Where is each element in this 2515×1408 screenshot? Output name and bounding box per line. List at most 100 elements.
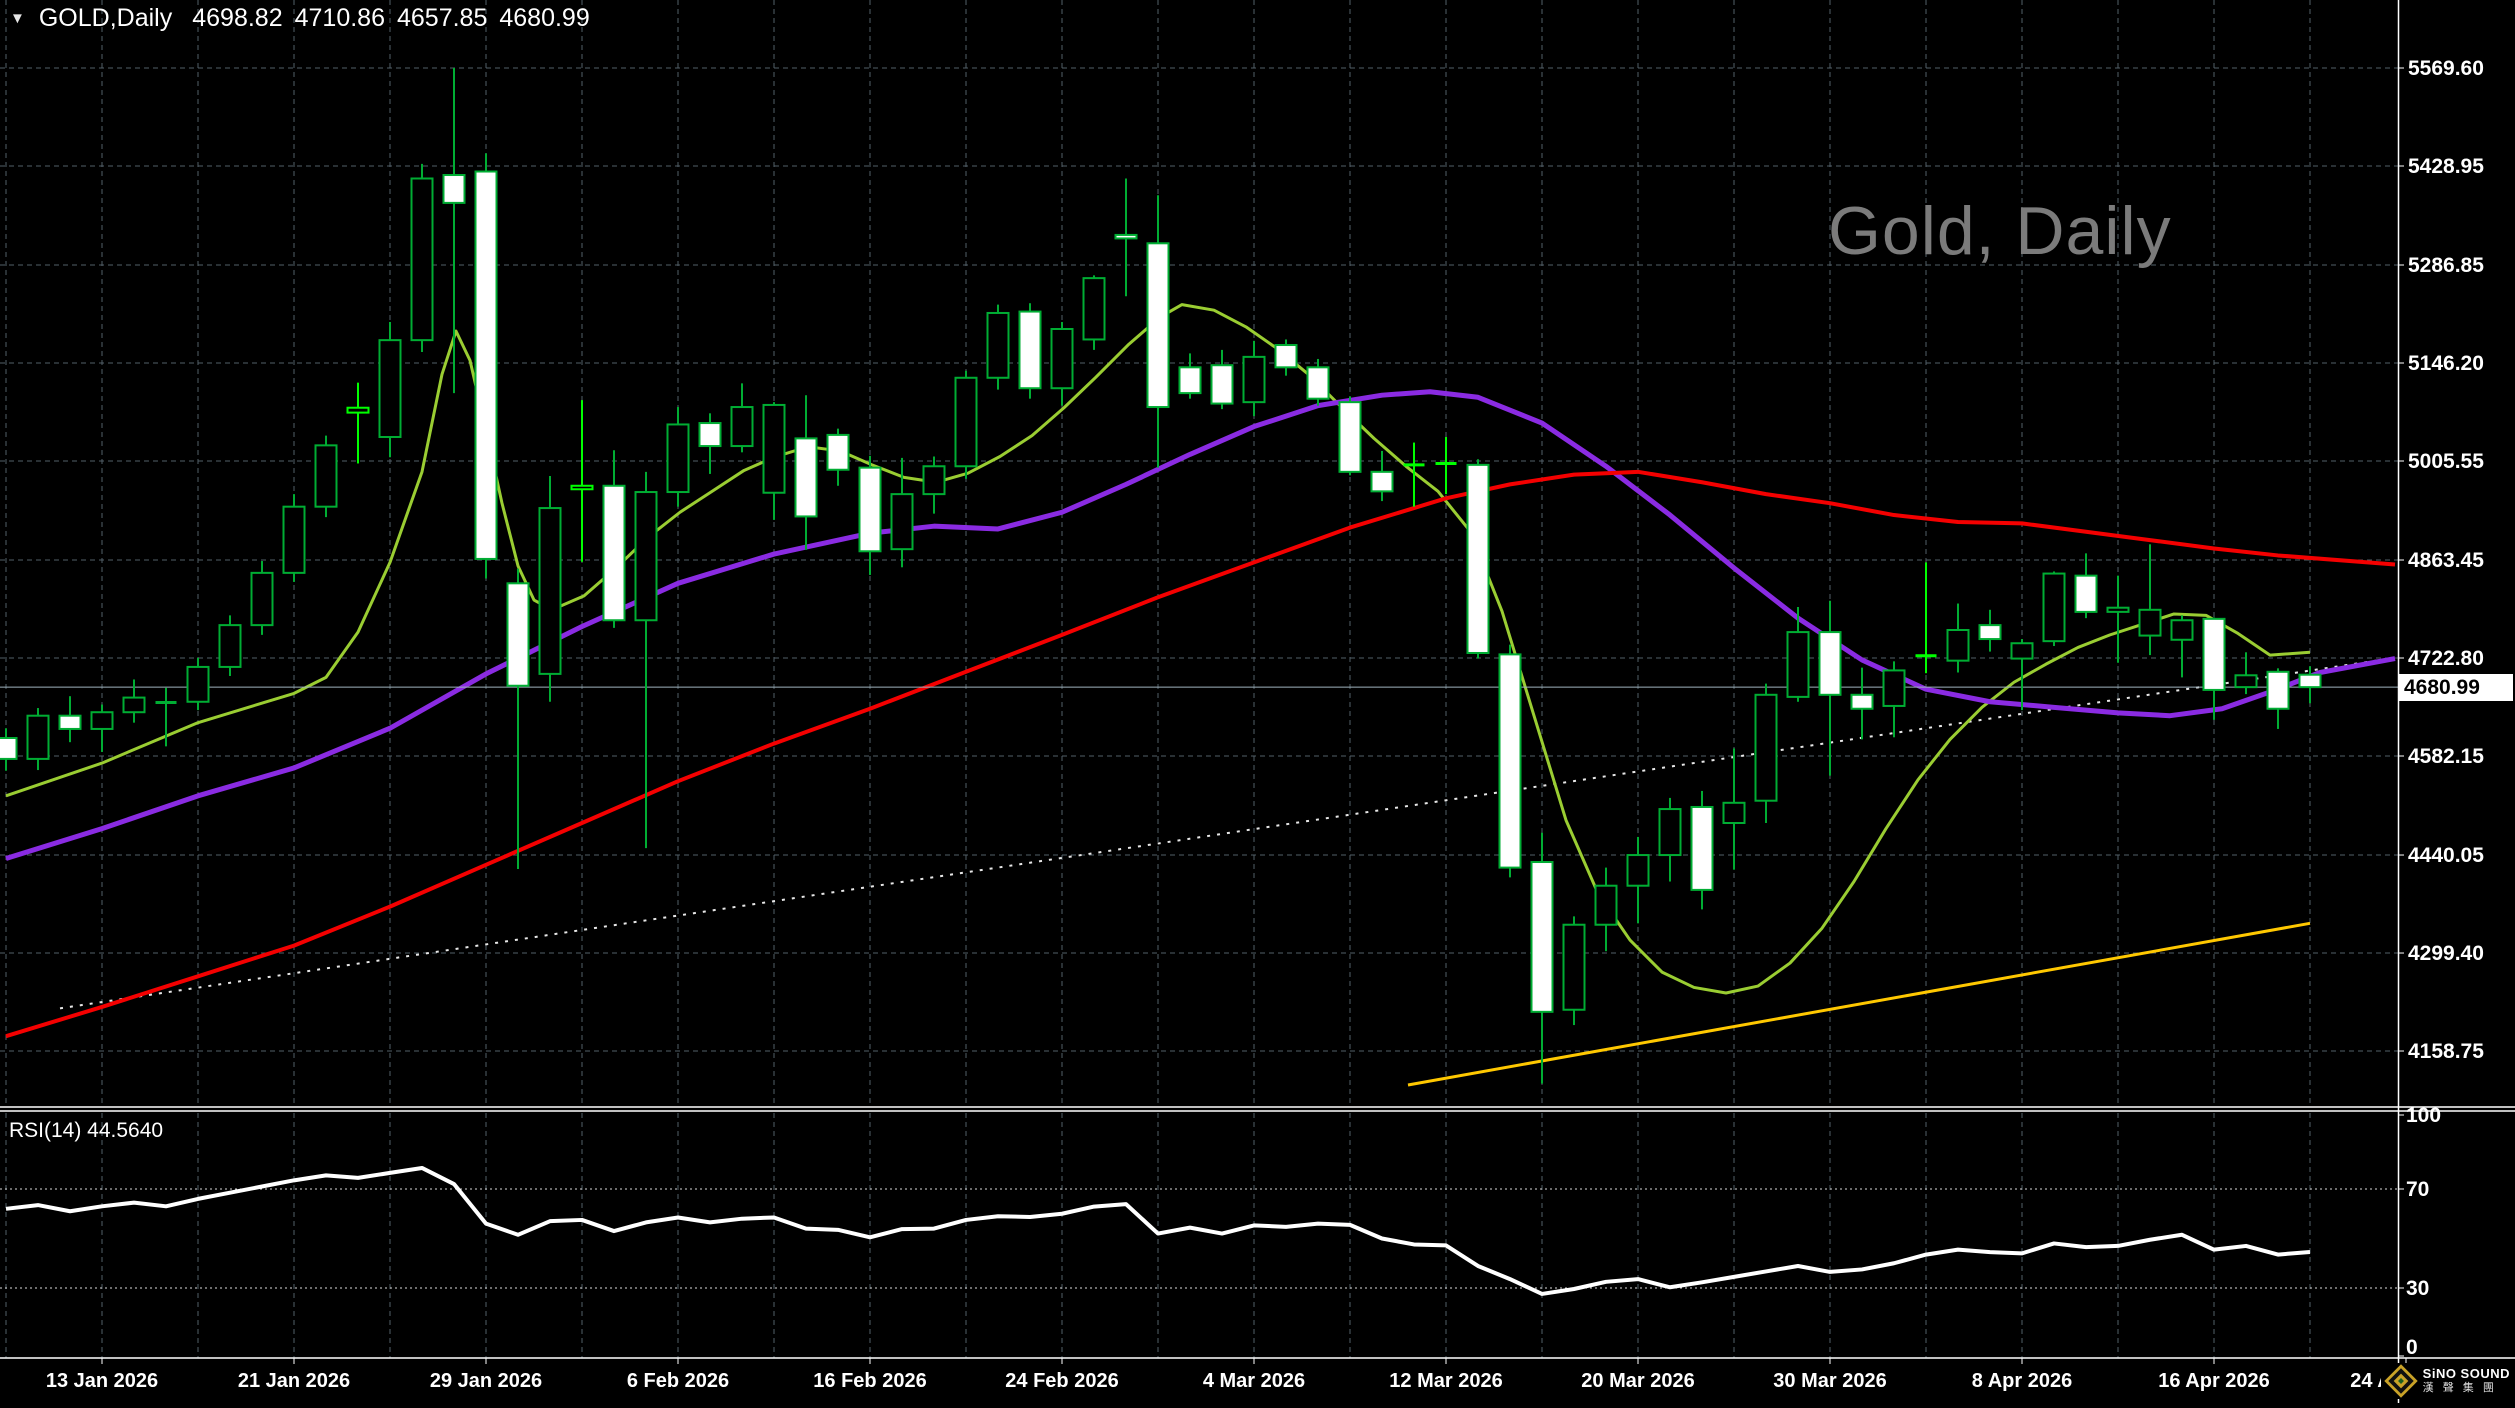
low-value: 4657.85 xyxy=(396,4,488,32)
price-axis-label: 4863.45 xyxy=(2408,549,2484,572)
price-axis-label: 5286.85 xyxy=(2408,254,2484,277)
candle xyxy=(155,687,177,747)
price-axis-label: 4158.75 xyxy=(2408,1040,2484,1063)
price-axis-label: 5146.20 xyxy=(2408,352,2484,375)
date-axis-label: 6 Feb 2026 xyxy=(627,1370,729,1392)
price-axis-label: 5428.95 xyxy=(2408,155,2484,178)
date-axis-label: 21 Jan 2026 xyxy=(238,1370,350,1392)
candle xyxy=(1626,836,1650,924)
date-axis-label: 24 Feb 2026 xyxy=(1005,1370,1118,1392)
candle xyxy=(2074,553,2098,619)
candle xyxy=(538,476,562,702)
candle xyxy=(986,304,1010,390)
date-axis-label: 20 Mar 2026 xyxy=(1581,1370,1694,1392)
candle xyxy=(1274,339,1298,376)
trendline-yellow xyxy=(1407,921,2311,1087)
candle xyxy=(2266,668,2290,729)
candle xyxy=(1946,603,1970,673)
candle xyxy=(346,382,370,464)
candle xyxy=(1786,607,1810,702)
candle xyxy=(666,407,690,507)
candle xyxy=(890,457,914,568)
brand-logo: SiNO SOUND 漢 聲 集 團 xyxy=(2380,1363,2513,1399)
candle xyxy=(58,696,82,743)
candle xyxy=(0,728,18,771)
candle xyxy=(922,456,946,514)
symbol-timeframe: GOLD,Daily xyxy=(38,4,173,32)
candle xyxy=(2202,617,2226,720)
date-axis-label: 29 Jan 2026 xyxy=(430,1370,542,1392)
candle xyxy=(1498,644,1522,878)
candle xyxy=(442,67,466,394)
candle xyxy=(186,657,210,711)
brand-diamond-icon xyxy=(2383,1364,2418,1398)
open-value: 4698.82 xyxy=(192,4,283,32)
candle xyxy=(634,471,658,849)
candle xyxy=(794,395,818,550)
date-axis-label: 13 Jan 2026 xyxy=(46,1370,158,1392)
candle xyxy=(506,568,530,869)
candle xyxy=(730,383,754,453)
candle xyxy=(1882,661,1906,738)
candle xyxy=(2170,615,2194,678)
candle xyxy=(1915,562,1937,674)
candle xyxy=(1146,195,1170,468)
candle xyxy=(2106,575,2130,663)
candle xyxy=(218,615,242,676)
rsi-axis-label: 100 xyxy=(2406,1104,2441,1127)
candle xyxy=(570,400,594,562)
candle xyxy=(1403,442,1425,507)
candle xyxy=(2138,544,2162,656)
candle xyxy=(378,322,402,458)
candle xyxy=(2298,666,2322,704)
price-axis-label: 4299.40 xyxy=(2408,942,2484,965)
date-axis-label: 30 Mar 2026 xyxy=(1773,1370,1886,1392)
current-price-box: 4680.99 xyxy=(2399,674,2513,701)
price-axis-label: 4582.15 xyxy=(2408,745,2484,768)
rsi-layer xyxy=(0,1165,2398,1296)
candle xyxy=(1978,609,2002,652)
candle xyxy=(1594,867,1618,952)
candle xyxy=(1658,797,1682,882)
candle xyxy=(314,435,338,518)
candle xyxy=(1306,358,1330,406)
price-axis-label: 5005.55 xyxy=(2408,450,2484,473)
date-axis-label: 16 Apr 2026 xyxy=(2158,1370,2270,1392)
candle xyxy=(1114,178,1138,297)
candle xyxy=(698,413,722,474)
price-axis-label: 5569.60 xyxy=(2408,57,2484,80)
candle xyxy=(1690,790,1714,910)
candle xyxy=(1210,349,1234,410)
date-axis-label: 16 Feb 2026 xyxy=(813,1370,926,1392)
candle xyxy=(282,494,306,582)
rsi-line xyxy=(5,1165,2311,1296)
date-axis-label: 12 Mar 2026 xyxy=(1389,1370,1502,1392)
symbol-dropdown-icon[interactable]: ▼ xyxy=(10,10,25,27)
trendline-layer xyxy=(59,657,2391,1087)
candle xyxy=(1050,322,1074,406)
date-axis-label: 8 Apr 2026 xyxy=(1972,1370,2072,1392)
candle xyxy=(954,370,978,479)
candle xyxy=(1178,353,1202,399)
candle xyxy=(602,450,626,628)
rsi-axis-label: 70 xyxy=(2406,1178,2429,1201)
candle xyxy=(1818,600,1842,776)
candle xyxy=(1370,450,1394,502)
candle xyxy=(2042,571,2066,647)
candle xyxy=(2010,639,2034,711)
candle xyxy=(122,679,146,723)
candle xyxy=(2234,652,2258,695)
ma-mid-purple xyxy=(5,389,2396,861)
rsi-axis-label: 0 xyxy=(2406,1336,2418,1359)
brand-name: SiNO SOUND xyxy=(2422,1366,2510,1382)
candle xyxy=(762,402,786,520)
candle xyxy=(250,561,274,635)
candle xyxy=(1082,275,1106,350)
candle xyxy=(1562,916,1586,1026)
candle xyxy=(90,704,114,752)
ma-slow-red xyxy=(5,469,2396,1039)
candle xyxy=(410,163,434,352)
